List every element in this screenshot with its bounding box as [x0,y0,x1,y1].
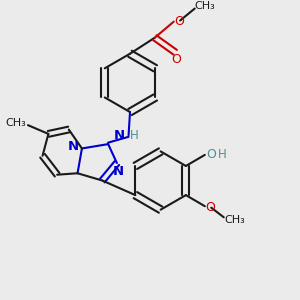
Text: O: O [174,15,184,28]
Text: O: O [206,148,216,161]
Text: H: H [129,129,138,142]
Text: O: O [206,201,216,214]
Text: N: N [114,129,125,142]
Text: O: O [172,53,182,66]
Text: N: N [68,140,79,153]
Text: N: N [113,165,124,178]
Text: CH₃: CH₃ [224,214,245,225]
Text: CH₃: CH₃ [195,1,215,11]
Text: H: H [218,148,227,161]
Text: CH₃: CH₃ [5,118,26,128]
